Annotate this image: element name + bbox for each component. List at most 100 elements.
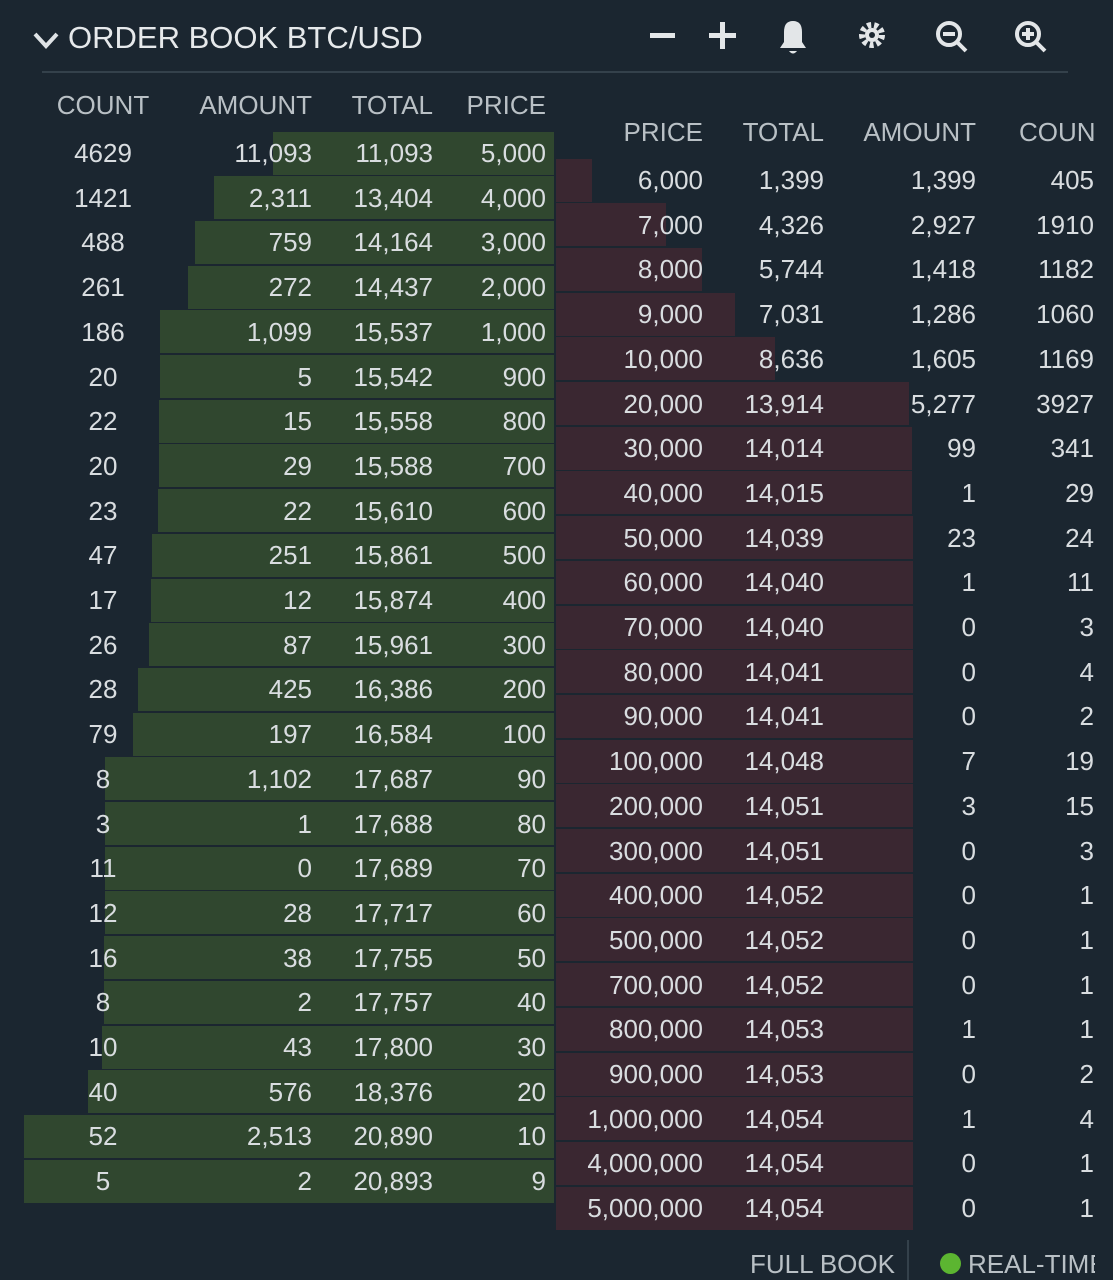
cell: 405	[1050, 165, 1094, 195]
cell: 14,053	[744, 1059, 824, 1089]
cell: 15	[283, 406, 312, 437]
cell: 1	[1079, 1014, 1094, 1045]
cell: 341	[1050, 433, 1094, 464]
cell: 18,376	[353, 1076, 433, 1107]
bid-depth-bar	[104, 891, 554, 935]
ask-depth-bar	[556, 1007, 913, 1051]
cell: 50	[517, 942, 546, 973]
cell: 5,000,000	[587, 1193, 703, 1224]
cell: 11,093	[355, 138, 433, 168]
cell: 2	[297, 987, 312, 1018]
ask-depth-bar	[556, 650, 913, 694]
cell: 13,404	[353, 182, 433, 213]
zoom-out-icon[interactable]	[936, 21, 968, 53]
cell: 0	[961, 880, 976, 911]
bid-depth-bar	[103, 980, 554, 1024]
cell: 5,000	[480, 138, 546, 168]
cell: 15,588	[353, 450, 433, 481]
cell: 251	[268, 540, 312, 571]
cell: 300	[502, 629, 546, 660]
ask-depth-bar	[556, 560, 913, 604]
cell: 24	[1065, 522, 1094, 553]
settings-icon[interactable]	[859, 22, 885, 48]
cell: 1,099	[246, 316, 312, 347]
ask-depth-bar	[556, 1052, 913, 1096]
cell: 261	[81, 272, 125, 303]
cell: 28	[88, 674, 118, 705]
cell: 70	[517, 853, 546, 884]
cell: 8	[95, 763, 111, 794]
cell: 22	[88, 406, 118, 437]
bid-depth-bar	[149, 623, 554, 667]
bid-depth-bar	[159, 399, 554, 443]
ask-depth-bar	[556, 292, 735, 336]
cell: 14,014	[744, 433, 824, 464]
ask-depth-bar	[556, 873, 913, 917]
cell: 1421	[74, 182, 132, 213]
zoom-in-icon[interactable]	[1015, 21, 1047, 53]
ask-depth-bar	[556, 1186, 913, 1230]
ask-depth-bar	[556, 516, 913, 560]
cell: 60	[517, 897, 546, 928]
cell: 1	[1079, 1148, 1094, 1179]
column-header: AMOUNT	[199, 90, 312, 120]
cell: 20	[88, 361, 118, 392]
cell: 2,513	[246, 1121, 312, 1152]
cell: 20	[517, 1076, 546, 1107]
cell: 30,000	[623, 433, 703, 464]
cell: 14,041	[744, 656, 824, 687]
cell: 5	[297, 361, 312, 392]
cell: 15	[1065, 790, 1094, 821]
cell: 2	[1079, 701, 1094, 732]
bid-depth-bar	[194, 220, 554, 264]
bell-icon[interactable]	[780, 21, 806, 54]
cell: 40	[88, 1076, 118, 1107]
bid-depth-bar	[158, 489, 554, 533]
cell: 43	[283, 1032, 312, 1062]
bid-depth-bar	[105, 757, 554, 801]
cell: 13,914	[744, 388, 824, 419]
cell: 10	[517, 1121, 546, 1152]
ask-depth-bar	[556, 829, 913, 872]
bid-depth-bar	[272, 131, 554, 175]
cell: 3	[961, 790, 976, 821]
cell: 1,418	[910, 254, 976, 285]
cell: 4	[1079, 1103, 1094, 1134]
cell: 2	[297, 1166, 312, 1197]
cell: 1	[961, 477, 976, 508]
cell: 87	[283, 629, 312, 660]
column-header: TOTAL	[351, 90, 433, 120]
cell: 15,861	[353, 540, 433, 571]
cell: 28	[283, 897, 312, 928]
cell: 14,054	[744, 1148, 824, 1179]
column-header: AMOUNT	[863, 117, 976, 147]
collapse-chevron[interactable]	[30, 28, 64, 52]
cell: 2,927	[910, 209, 976, 240]
panel-title: ORDER BOOK BTC/USD	[68, 20, 423, 55]
cell: 100	[502, 719, 546, 750]
ask-depth-bar	[556, 1097, 913, 1141]
cell: 20	[88, 450, 118, 481]
cell: 300,000	[609, 835, 703, 866]
plus-icon[interactable]	[709, 22, 736, 49]
cell: 3	[1079, 835, 1094, 866]
cell: 1,000,000	[587, 1103, 703, 1134]
cell: 3	[95, 808, 111, 839]
cell: 14,052	[744, 969, 824, 1000]
cell: 20,893	[353, 1166, 433, 1197]
cell: 14,052	[744, 880, 824, 911]
cell: 900,000	[609, 1059, 703, 1089]
minus-icon[interactable]	[650, 33, 675, 38]
full-book-link[interactable]: FULL BOOK	[750, 1249, 895, 1279]
cell: 1	[1079, 1193, 1094, 1224]
cell: 6,000	[637, 165, 703, 195]
cell: 700	[502, 450, 546, 481]
cell: 14,164	[353, 227, 433, 258]
cell: 14,039	[744, 522, 824, 553]
cell: 4629	[74, 138, 132, 168]
cell: 17,800	[353, 1032, 433, 1062]
cell: 272	[268, 272, 312, 303]
cell: 1,399	[910, 165, 976, 195]
cell: 15,542	[353, 361, 433, 392]
cell: 4,000,000	[587, 1148, 703, 1179]
